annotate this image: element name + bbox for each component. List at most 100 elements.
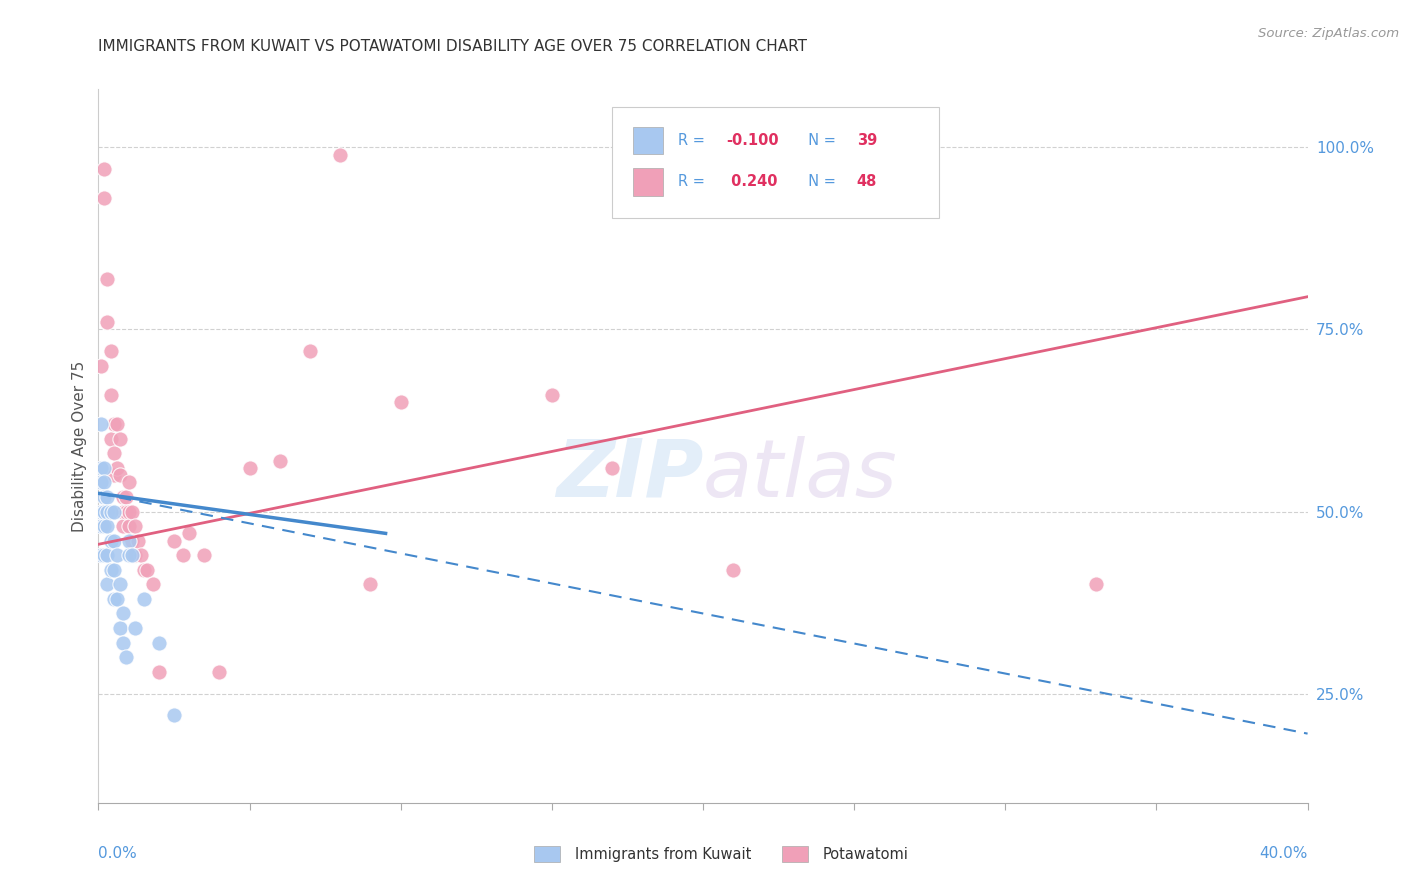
Point (132, 563, 155, 577)
Point (723, 563, 745, 577)
Point (118, 475, 141, 490)
Point (105, 460, 128, 475)
Point (360, 577, 382, 591)
Point (100, 504, 122, 518)
Point (124, 519, 146, 533)
Point (100, 388, 122, 402)
Point (108, 432, 131, 446)
Point (299, 344, 322, 359)
Point (96, 519, 118, 533)
Point (118, 519, 141, 533)
Point (103, 468, 125, 483)
Point (93, 519, 115, 533)
Point (105, 417, 128, 432)
Point (96, 490, 118, 504)
Point (100, 432, 122, 446)
Point (602, 460, 624, 475)
Point (132, 591, 155, 606)
Point (540, 388, 562, 402)
Point (93, 490, 115, 504)
Point (93, 460, 115, 475)
Point (118, 504, 141, 518)
Text: R =: R = (678, 175, 709, 189)
Point (103, 533, 125, 548)
Point (90, 504, 112, 518)
Point (96, 504, 118, 518)
Point (114, 490, 136, 504)
Point (96, 577, 118, 591)
Point (118, 548, 141, 562)
FancyBboxPatch shape (613, 107, 939, 218)
Text: N =: N = (799, 133, 839, 148)
Point (118, 533, 141, 548)
Point (90, 460, 112, 475)
Point (103, 504, 125, 518)
Text: 39: 39 (856, 133, 877, 148)
Point (103, 446, 125, 460)
Point (100, 533, 122, 548)
Bar (782, 847, 808, 862)
Point (208, 665, 231, 679)
Point (135, 563, 157, 577)
Point (96, 315, 118, 329)
Point (148, 665, 170, 679)
Bar (633, 169, 664, 195)
Point (100, 563, 122, 577)
Point (124, 548, 146, 562)
Point (90, 475, 112, 490)
Point (103, 417, 125, 432)
Text: IMMIGRANTS FROM KUWAIT VS POTAWATOMI DISABILITY AGE OVER 75 CORRELATION CHART: IMMIGRANTS FROM KUWAIT VS POTAWATOMI DIS… (98, 38, 807, 54)
Point (389, 395, 412, 409)
Point (121, 533, 143, 548)
Y-axis label: Disability Age Over 75: Disability Age Over 75 (72, 360, 87, 532)
Point (108, 468, 131, 483)
Point (96, 271, 118, 285)
Point (127, 533, 149, 548)
Point (163, 533, 186, 548)
Text: atlas: atlas (703, 435, 898, 514)
Point (103, 563, 125, 577)
Point (269, 453, 291, 467)
Text: Source: ZipAtlas.com: Source: ZipAtlas.com (1258, 27, 1399, 40)
Point (124, 621, 146, 635)
Point (114, 650, 136, 665)
Point (163, 708, 186, 723)
Point (193, 548, 215, 562)
Text: ZIP: ZIP (555, 435, 703, 514)
Point (121, 504, 143, 518)
Point (111, 504, 134, 518)
Point (108, 577, 131, 591)
Point (90, 548, 112, 562)
Point (111, 607, 134, 621)
Point (100, 344, 122, 359)
Point (90, 519, 112, 533)
Point (108, 621, 131, 635)
Text: -0.100: -0.100 (725, 133, 779, 148)
Point (93, 475, 115, 490)
Point (111, 635, 134, 649)
Point (111, 519, 134, 533)
Point (93, 504, 115, 518)
Text: Immigrants from Kuwait: Immigrants from Kuwait (575, 847, 751, 862)
Point (179, 526, 201, 541)
Point (111, 490, 134, 504)
Point (1085, 577, 1108, 591)
Text: 0.240: 0.240 (725, 175, 778, 189)
Point (148, 635, 170, 649)
Point (96, 548, 118, 562)
Point (329, 147, 352, 161)
Text: R =: R = (678, 133, 709, 148)
Point (105, 548, 128, 562)
Point (172, 548, 194, 562)
Bar (633, 127, 664, 154)
Text: 40.0%: 40.0% (1260, 846, 1308, 861)
Text: 0.0%: 0.0% (98, 846, 138, 861)
Point (90, 359, 112, 373)
Point (129, 548, 152, 562)
Text: Potawatomi: Potawatomi (823, 847, 908, 862)
Text: 48: 48 (856, 175, 877, 189)
Point (239, 460, 262, 475)
Bar (534, 847, 561, 862)
Point (93, 191, 115, 205)
Point (105, 591, 128, 606)
